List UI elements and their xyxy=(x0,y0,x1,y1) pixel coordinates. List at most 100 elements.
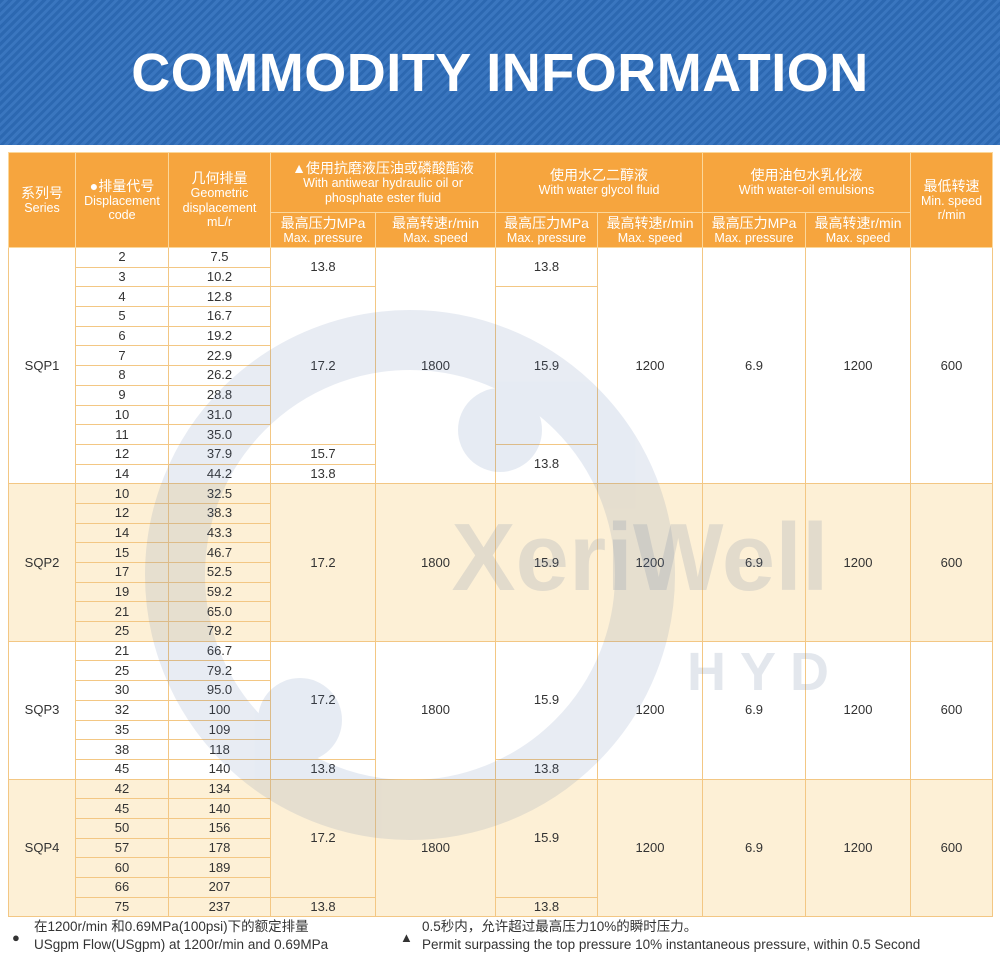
table-row: 35 109 xyxy=(9,719,993,741)
series-cell: SQP3 xyxy=(8,640,76,780)
table-row: 75 237 13.8 13.8 xyxy=(9,896,993,918)
table-cell: 31.0 xyxy=(168,404,271,426)
table-cell: 15.9 xyxy=(495,640,599,760)
table-cell: 600 xyxy=(910,483,994,642)
table-cell: 13.8 xyxy=(270,758,376,780)
table-cell: 45 xyxy=(75,758,169,780)
table-cell: 15.7 xyxy=(270,443,376,465)
table-cell: 65.0 xyxy=(168,601,271,623)
table-cell: 46.7 xyxy=(168,542,271,563)
table-cell: 6.9 xyxy=(702,483,807,642)
table-cell: 140 xyxy=(168,798,271,819)
table-cell: 59.2 xyxy=(168,581,271,603)
table-cell: 237 xyxy=(168,896,271,918)
header-subcell: 最高转速r/min Max. speed xyxy=(597,212,704,248)
table-cell: 25 xyxy=(75,621,169,642)
table-row: 60 189 xyxy=(9,857,993,878)
table-cell: 79.2 xyxy=(168,660,271,682)
table-cell: 1800 xyxy=(374,640,497,780)
table-cell: 4 xyxy=(75,286,169,308)
header-line: 几何排量 xyxy=(191,170,248,187)
header-line: Max. pressure xyxy=(283,230,363,245)
table-cell: 17.2 xyxy=(270,640,376,760)
header-line: ●排量代号 xyxy=(89,177,155,194)
table-cell: 28.8 xyxy=(168,384,271,406)
table-cell: 35.0 xyxy=(168,424,271,445)
table-cell: 6.9 xyxy=(702,778,807,918)
table-cell: 1200 xyxy=(597,483,704,642)
table-cell: 42 xyxy=(75,778,169,800)
table-row: 6 19.2 xyxy=(9,325,993,347)
spec-table: 系列号 Series ●排量代号 Displacement code 几何排量 Geomet… xyxy=(8,152,994,918)
table-cell: 140 xyxy=(168,758,271,780)
table-row: 30 95.0 xyxy=(9,680,993,701)
table-cell: 1200 xyxy=(597,778,704,918)
table-cell: 134 xyxy=(168,778,271,800)
table-cell: 6 xyxy=(75,325,169,347)
table-cell: 13.8 xyxy=(270,463,376,485)
table-row: SQP4 42 134 17.2 1800 15.9 1200 6.9 1200 600 xyxy=(8,778,994,918)
table-cell: 11 xyxy=(75,424,169,445)
header-line: Max. speed xyxy=(825,230,891,245)
header-line: Min. speed xyxy=(920,193,983,208)
table-cell: 50 xyxy=(75,817,169,839)
header-line: 最高压力MPa xyxy=(280,214,366,231)
note: ● 在1200r/min 和0.69MPa(100psi)下的额定排量 USgpm … xyxy=(12,918,328,954)
header-line: With water glycol fluid xyxy=(538,183,660,198)
table-cell: 66 xyxy=(75,877,169,898)
table-cell: 79.2 xyxy=(168,621,271,642)
header-line: 最低转速 xyxy=(923,177,980,194)
table-cell: 17.2 xyxy=(270,286,376,445)
table-cell: 60 xyxy=(75,857,169,878)
table-cell: 75 xyxy=(75,896,169,918)
table-cell: 109 xyxy=(168,719,271,741)
header-group: 使用油包水乳化液 With water-oil emulsions xyxy=(702,152,912,213)
table-row: SQP2 10 32.5 17.2 1800 15.9 1200 6.9 1200 600 xyxy=(8,483,994,642)
header-line: 最高转速r/min xyxy=(606,214,694,231)
header-group: 使用水乙二醇液 With water glycol fluid xyxy=(495,152,704,213)
table-cell: 178 xyxy=(168,837,271,859)
table-cell: 1200 xyxy=(805,246,912,485)
table-row: 45 140 13.8 13.8 xyxy=(9,758,993,780)
header-line: Displacement xyxy=(84,193,160,208)
header-subcell: 最高压力MPa Max. pressure xyxy=(270,212,376,248)
header-line: Max. speed xyxy=(403,230,468,245)
table-cell: 1200 xyxy=(597,246,704,485)
header-cell: 系列号 Series xyxy=(8,152,76,248)
header-line: 最高压力MPa xyxy=(711,214,797,231)
table-cell: 1200 xyxy=(805,778,912,918)
note-line: 0.5秒内，允许超过最高压力10%的瞬时压力。 xyxy=(422,919,698,934)
table-cell: 45 xyxy=(75,798,169,819)
table-row: 32 100 xyxy=(9,699,993,721)
header-subcell: 最高转速r/min Max. speed xyxy=(805,212,912,248)
header-line: Max. pressure xyxy=(506,230,587,245)
note-text: 0.5秒内，允许超过最高压力10%的瞬时压力。 Permit surpassing… xyxy=(422,918,920,954)
table-cell: 13.8 xyxy=(495,896,599,918)
banner: COMMODITY INFORMATION xyxy=(0,0,1000,145)
table-cell: 1200 xyxy=(805,640,912,780)
header-line: Max. speed xyxy=(617,230,683,245)
table-cell: 10.2 xyxy=(168,266,271,288)
series-cell: SQP2 xyxy=(8,483,76,642)
table-cell: 32 xyxy=(75,699,169,721)
header-subcell: 最高压力MPa Max. pressure xyxy=(702,212,807,248)
table-cell: 600 xyxy=(910,778,994,918)
table-cell: 2 xyxy=(75,247,169,268)
table-cell: 22.9 xyxy=(168,345,271,367)
table-cell: 1800 xyxy=(374,246,497,485)
header-cell: 最低转速 Min. speed r/min xyxy=(910,152,994,248)
table-cell: 10 xyxy=(75,404,169,426)
table-cell: 17.2 xyxy=(270,483,376,642)
table-cell: 13.8 xyxy=(495,443,599,485)
table-cell: 32.5 xyxy=(168,483,271,504)
note-symbol: ▲ xyxy=(400,930,413,945)
note-line: Permit surpassing the top pressure 10% i… xyxy=(422,937,921,952)
table-cell: 15 xyxy=(75,542,169,563)
table-cell: 3 xyxy=(75,266,169,288)
table-row: 45 140 xyxy=(9,798,993,819)
header-line: Series xyxy=(24,200,60,215)
table-cell: 21 xyxy=(75,601,169,623)
table-cell: 52.5 xyxy=(168,562,271,583)
table-cell: 17 xyxy=(75,562,169,583)
table-cell: 13.8 xyxy=(495,246,599,288)
